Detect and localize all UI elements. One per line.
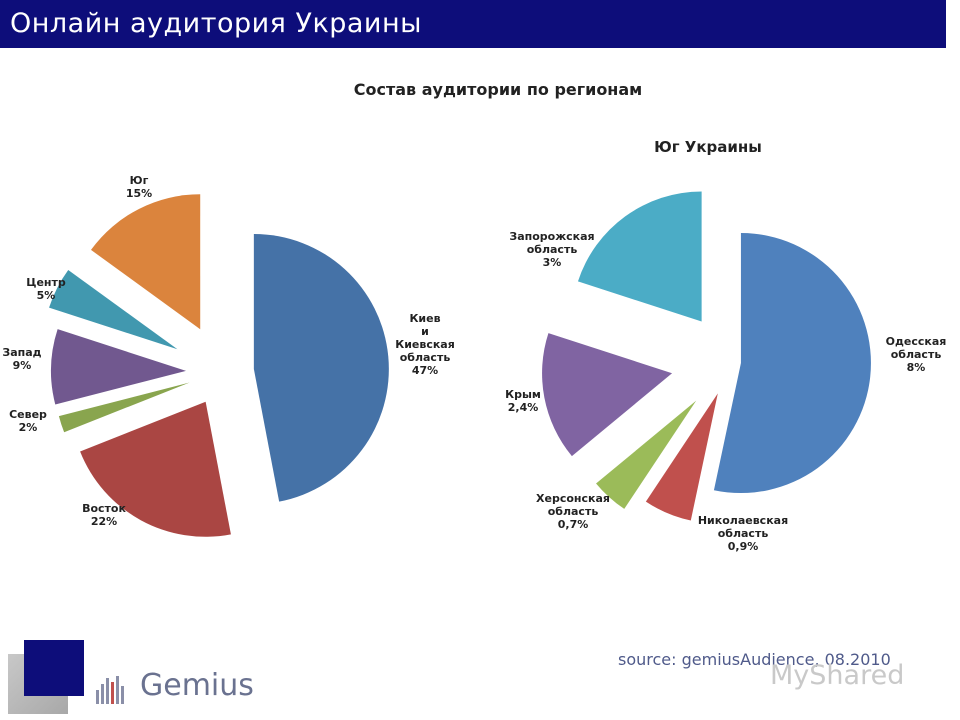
slice-label: Юг 15%: [126, 174, 152, 200]
gemius-logo-text: Gemius: [140, 668, 254, 703]
logo-box-blue: [24, 640, 84, 696]
slice-label: Восток 22%: [82, 502, 126, 528]
gemius-logo: Gemius: [96, 668, 256, 708]
pie-slice: [713, 233, 871, 494]
source-note: source: gemiusAudience, 08.2010: [618, 650, 891, 669]
gemius-bars-icon: [96, 674, 136, 704]
slice-label: Николаевская область 0,9%: [698, 514, 788, 553]
slice-label: Крым 2,4%: [505, 388, 541, 414]
pie-slice: [90, 194, 201, 330]
slice-label: Херсонская область 0,7%: [536, 492, 610, 531]
watermark: MyShared: [770, 660, 905, 691]
pie-slice: [577, 191, 702, 322]
pie-slice: [645, 393, 718, 521]
header-bar: Онлайн аудитория Украины: [0, 0, 946, 48]
chart-subtitle: Состав аудитории по регионам: [353, 80, 643, 99]
page-title: Онлайн аудитория Украины: [10, 8, 422, 39]
pie-slice: [51, 329, 187, 405]
slice-label: Север 2%: [9, 408, 47, 434]
pie-chart-1: Киев и Киевская область 47% Восток 22% Север 2% З…: [2, 174, 455, 537]
chart-title: Юг Украины: [654, 138, 762, 156]
slice-label: Одесская область 8%: [886, 335, 947, 374]
slice-label: Центр 5%: [26, 276, 66, 302]
slice-label: Киев и Киевская область 47%: [395, 312, 455, 377]
pie-slice: [253, 233, 389, 502]
pie-slice: [542, 333, 673, 457]
pie-slice: [58, 382, 190, 433]
pie-slice: [80, 401, 231, 537]
header-edge: [946, 0, 960, 48]
pie-chart-2: Юг Украины Одесская область 8% Николаевская о…: [505, 138, 946, 553]
slice-label: Запад 9%: [2, 346, 41, 372]
slice-label: Запорожская область 3%: [509, 230, 594, 269]
pie-slice: [596, 400, 697, 509]
pie-slice: [49, 269, 178, 350]
